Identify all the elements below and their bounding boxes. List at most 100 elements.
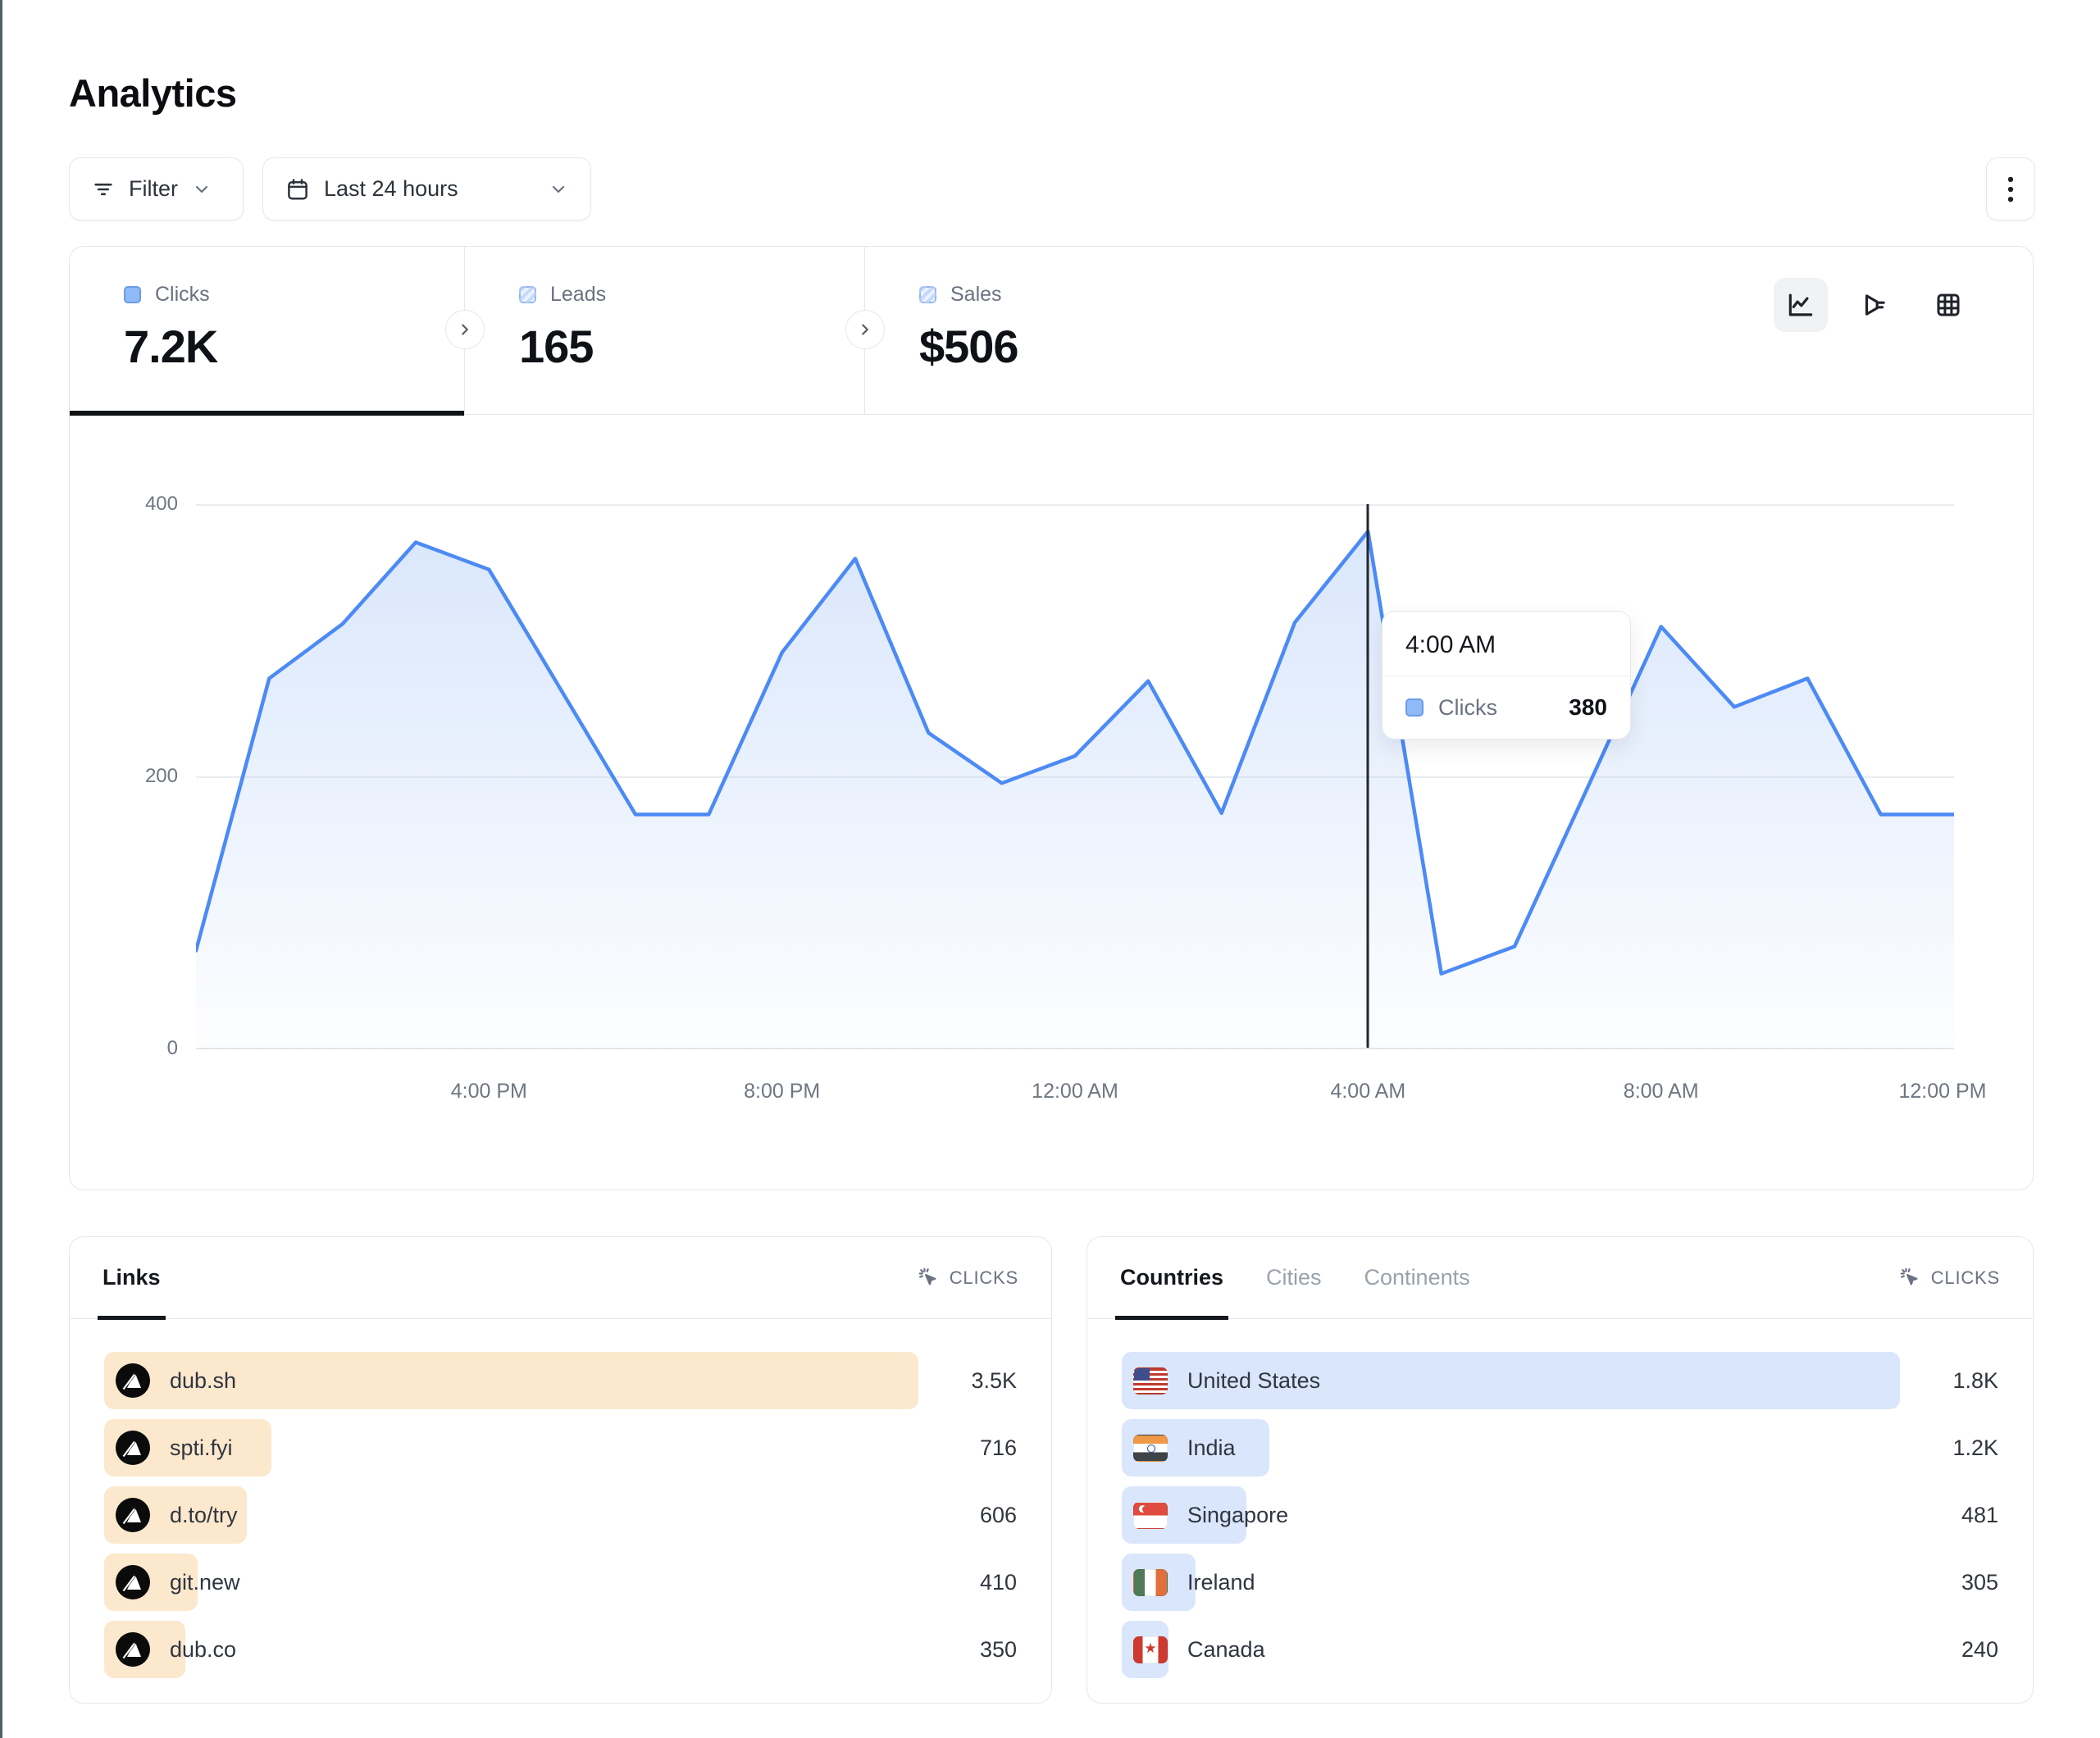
link-row[interactable]: spti.fyi 716 — [104, 1419, 1017, 1476]
link-clicks-value: 350 — [979, 1636, 1017, 1662]
links-metric-selector[interactable]: CLICKS — [918, 1267, 1018, 1289]
leads-legend-square — [519, 286, 536, 303]
x-axis-tick: 4:00 PM — [450, 1080, 527, 1103]
cities-tab-label: Cities — [1266, 1265, 1322, 1290]
clicks-value: 7.2K — [124, 321, 218, 372]
us-flag-icon — [1133, 1367, 1168, 1394]
line-chart-view-button[interactable] — [1774, 278, 1828, 332]
tab-clicks[interactable]: Clicks 7.2K — [70, 247, 465, 416]
link-label: dub.co — [170, 1636, 237, 1662]
tab-continents[interactable]: Continents — [1364, 1237, 1470, 1318]
links-metric-label: CLICKS — [949, 1267, 1018, 1288]
filter-button-label: Filter — [129, 176, 178, 201]
analytics-chart-card: Clicks 7.2K Leads 165 Sales $506 — [69, 246, 2034, 1190]
chevron-right-icon — [462, 324, 468, 335]
chart-type-switcher — [1774, 278, 1975, 332]
x-axis-tick: 4:00 AM — [1330, 1080, 1406, 1103]
link-row[interactable]: git.new 410 — [104, 1554, 1017, 1611]
country-label: Ireland — [1187, 1569, 1255, 1595]
country-row[interactable]: United States 1.8K — [1122, 1352, 1998, 1409]
tooltip-legend-square — [1405, 698, 1424, 717]
link-label: d.to/try — [170, 1502, 238, 1527]
funnel-chart-view-button[interactable] — [1847, 278, 1902, 332]
tooltip-series-label: Clicks — [1438, 694, 1497, 720]
clicks-tab-label: Clicks — [155, 283, 210, 306]
dub-logo-icon — [116, 1431, 150, 1465]
country-row[interactable]: Singapore 481 — [1122, 1486, 1998, 1544]
expand-leads-button[interactable] — [845, 310, 885, 349]
links-panel: Links CLICKS dub.sh 3.5K spti.fyi — [69, 1236, 1052, 1704]
link-row[interactable]: dub.co 350 — [104, 1621, 1017, 1678]
x-axis-tick: 8:00 PM — [744, 1080, 821, 1103]
country-row[interactable]: India 1.2K — [1122, 1419, 1998, 1476]
link-label: dub.sh — [170, 1367, 237, 1393]
hover-crosshair-line — [1366, 504, 1369, 1048]
tab-countries[interactable]: Countries — [1114, 1237, 1229, 1320]
chevron-down-icon — [195, 185, 208, 193]
ireland-flag-icon — [1133, 1568, 1168, 1596]
country-label: Singapore — [1187, 1502, 1289, 1527]
y-axis-tick-200: 200 — [144, 765, 178, 787]
expand-clicks-button[interactable] — [445, 310, 485, 349]
india-flag-icon — [1133, 1434, 1168, 1462]
link-row[interactable]: d.to/try 606 — [104, 1486, 1017, 1544]
chevron-down-icon — [552, 185, 565, 193]
leads-value: 165 — [519, 321, 594, 372]
kebab-menu-icon — [2007, 176, 2014, 202]
y-axis-tick-0: 0 — [166, 1037, 178, 1059]
link-bar — [104, 1352, 918, 1409]
filter-lines-icon — [94, 183, 112, 195]
tab-cities[interactable]: Cities — [1266, 1237, 1322, 1318]
dub-logo-icon — [116, 1498, 150, 1532]
countries-tab-label: Countries — [1120, 1265, 1224, 1290]
link-clicks-value: 3.5K — [971, 1367, 1017, 1393]
countries-metric-label: CLICKS — [1930, 1267, 2000, 1288]
sales-value: $506 — [919, 321, 1019, 372]
stats-header: Clicks 7.2K Leads 165 Sales $506 — [70, 247, 2033, 416]
tab-leads[interactable]: Leads 165 — [465, 247, 865, 414]
clicks-time-series-plot[interactable]: 400 200 0 4:00 PM 8:00 PM 12:00 AM 4:00 … — [145, 493, 1987, 1103]
funnel-chart-icon — [1865, 294, 1885, 316]
leads-tab-label: Leads — [550, 283, 607, 306]
country-row[interactable]: Canada 240 — [1122, 1621, 1998, 1678]
table-grid-icon — [1937, 293, 1960, 316]
tooltip-time: 4:00 AM — [1383, 612, 1630, 676]
filter-button[interactable]: Filter — [69, 157, 244, 221]
country-bar — [1122, 1352, 1900, 1409]
countries-panel: Countries Cities Continents CLICKS Unite… — [1086, 1236, 2034, 1704]
tab-links[interactable]: Links — [98, 1237, 166, 1320]
sales-legend-square — [919, 286, 936, 303]
continents-tab-label: Continents — [1364, 1265, 1470, 1290]
country-clicks-value: 1.2K — [1952, 1435, 1998, 1460]
country-clicks-value: 481 — [1961, 1502, 1998, 1527]
x-axis-tick: 12:00 PM — [1898, 1080, 1987, 1103]
sales-tab-label: Sales — [950, 283, 1002, 306]
country-clicks-value: 305 — [1961, 1569, 1998, 1595]
country-label: Canada — [1187, 1636, 1265, 1662]
clicks-area-chart — [196, 529, 1954, 1049]
date-range-button[interactable]: Last 24 hours — [262, 157, 591, 221]
countries-list: United States 1.8K India 1.2K Singapore … — [1087, 1319, 2033, 1678]
links-tab-label: Links — [102, 1265, 161, 1290]
country-clicks-value: 240 — [1961, 1636, 1998, 1662]
tab-sales[interactable]: Sales $506 — [865, 247, 1275, 414]
table-view-button[interactable] — [1921, 278, 1975, 332]
link-clicks-value: 606 — [979, 1502, 1017, 1527]
singapore-flag-icon — [1133, 1501, 1168, 1529]
link-clicks-value: 716 — [979, 1435, 1017, 1460]
country-label: India — [1187, 1435, 1236, 1460]
window-left-edge — [0, 0, 2, 1738]
gridline-400 — [196, 504, 1954, 506]
countries-metric-selector[interactable]: CLICKS — [1899, 1267, 2000, 1289]
more-options-button[interactable] — [1986, 157, 2035, 221]
chart-tooltip: 4:00 AM Clicks 380 — [1382, 611, 1631, 739]
page-title: Analytics — [69, 71, 237, 115]
cursor-click-icon — [918, 1267, 936, 1285]
country-clicks-value: 1.8K — [1952, 1367, 1998, 1393]
date-range-label: Last 24 hours — [324, 176, 458, 201]
clicks-legend-square — [124, 286, 141, 303]
country-row[interactable]: Ireland 305 — [1122, 1554, 1998, 1611]
dub-logo-icon — [116, 1565, 150, 1599]
link-row[interactable]: dub.sh 3.5K — [104, 1352, 1017, 1409]
